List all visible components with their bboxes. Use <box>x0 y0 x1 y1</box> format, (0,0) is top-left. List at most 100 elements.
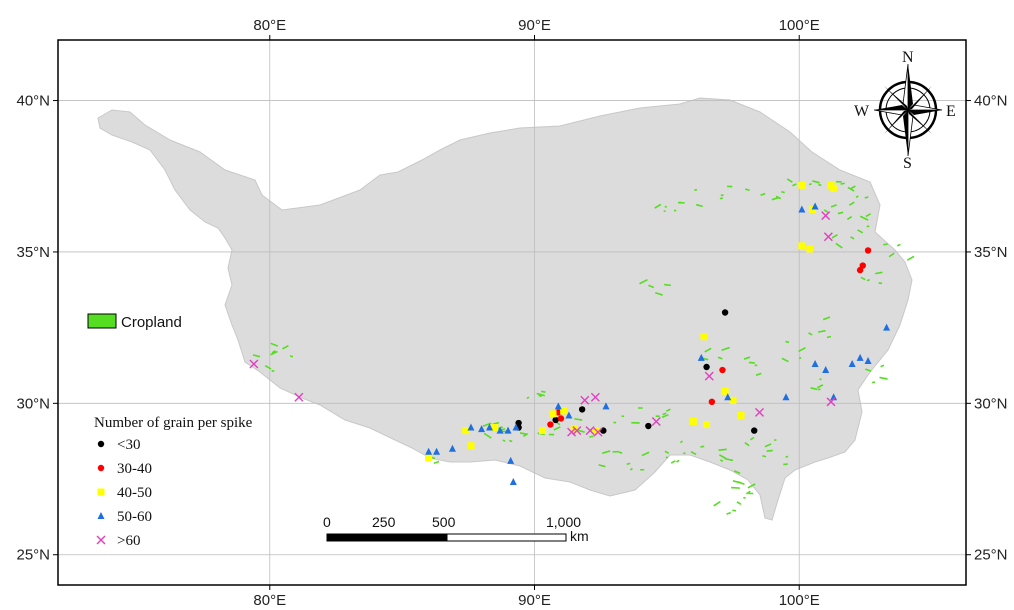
lon-label-bottom-1: 90°E <box>518 592 551 609</box>
point-circle-1-7 <box>864 247 872 254</box>
cropland-patch-94 <box>727 185 733 188</box>
cropland-patch-115 <box>798 356 802 360</box>
cropland-patch-67 <box>812 180 820 184</box>
cropland-patch-143 <box>536 392 545 397</box>
point-triangle-3-8 <box>512 423 520 431</box>
compass-e-label: E <box>946 103 956 120</box>
point-triangle-3-6 <box>496 426 504 434</box>
cropland-patch-31 <box>626 462 631 466</box>
point-square-2-14 <box>737 411 745 419</box>
cropland-patch-22 <box>580 418 583 421</box>
grain-legend: Number of grain per spike <30 30-40 40-50 5… <box>94 415 253 549</box>
point-square-2-1 <box>462 427 470 435</box>
cropland-patch-42 <box>718 448 727 451</box>
cropland-patch-98 <box>760 192 766 196</box>
cropland-patch-77 <box>848 201 855 206</box>
cropland-patch-19 <box>574 417 582 421</box>
cropland-patch-35 <box>664 450 670 455</box>
cropland-patch-80 <box>865 213 872 218</box>
axis-ticks: 80°E 80°E 90°E 90°E 100°E 100°E 40°N 40°N 35°N 35… <box>16 17 1007 609</box>
point-circle-0-5 <box>645 422 652 430</box>
cropland-patch-97 <box>775 195 782 200</box>
cropland-patch-66 <box>792 183 797 187</box>
cropland-patch-123 <box>880 364 885 368</box>
cropland-patch-152 <box>878 282 883 285</box>
point-triangle-3-15 <box>724 393 732 401</box>
cropland-patch-117 <box>817 384 824 389</box>
cropland-patch-119 <box>810 387 818 391</box>
point-triangle-3-23 <box>856 353 864 361</box>
compass-n-label: N <box>902 49 914 66</box>
cropland-patch-90 <box>679 201 685 204</box>
cropland-patch-147 <box>264 364 272 370</box>
point-x-4-9 <box>704 371 714 381</box>
cropland-patch-103 <box>664 205 668 208</box>
cropland-patch-60 <box>713 500 721 507</box>
scale-label-1000: 1,000 <box>546 514 581 530</box>
point-triangle-3-1 <box>433 447 441 455</box>
cropland-patch-92 <box>719 197 724 200</box>
point-circle-1-6 <box>859 262 866 269</box>
point-triangle-3-10 <box>509 478 517 486</box>
cropland-patch-32 <box>676 459 680 463</box>
cropland-patch-33 <box>670 460 676 464</box>
point-x-4-4 <box>580 395 590 405</box>
compass-s-label: S <box>903 155 912 172</box>
lat-label-right-2: 30°N <box>974 395 1008 412</box>
cropland-patch-154 <box>875 271 883 275</box>
cropland-patch-125 <box>808 332 813 336</box>
cropland-patch-111 <box>743 356 751 360</box>
graticule <box>58 40 966 585</box>
point-triangle-3-22 <box>848 359 856 367</box>
cropland-patch-105 <box>721 346 730 351</box>
cropland-patch-145 <box>271 369 275 372</box>
point-x-4-0 <box>249 359 259 369</box>
lat-label-right-3: 25°N <box>974 547 1008 564</box>
cropland-patch-131 <box>639 279 648 285</box>
point-x-4-11 <box>821 211 831 221</box>
point-x-4-10 <box>755 407 765 417</box>
point-square-2-6 <box>560 407 568 415</box>
point-x-4-12 <box>823 232 833 242</box>
cropland-patch-144 <box>252 354 261 358</box>
cropland-patch-30 <box>640 468 645 471</box>
cropland-patch-120 <box>879 376 888 380</box>
cropland-patch-148 <box>270 350 278 356</box>
legend-marker-4 <box>96 535 106 545</box>
point-x-4-13 <box>826 397 836 407</box>
cropland-patch-88 <box>695 203 703 208</box>
point-circle-0-0 <box>515 419 522 427</box>
cropland-patch-51 <box>774 439 777 441</box>
point-triangle-3-20 <box>822 366 830 374</box>
cropland-legend: Cropland <box>87 313 182 331</box>
point-triangle-3-17 <box>798 205 806 213</box>
cropland-patch-87 <box>850 236 855 240</box>
point-square-2-19 <box>830 184 838 192</box>
point-triangle-3-5 <box>485 423 493 431</box>
cropland-patch-138 <box>637 407 643 409</box>
cropland-patch-63 <box>736 501 742 505</box>
lat-label-right-1: 35°N <box>974 244 1008 261</box>
cropland-patch-58 <box>747 483 756 489</box>
cropland-patch-102 <box>674 209 677 212</box>
cropland-patch-17 <box>553 426 561 431</box>
scale-bar-segment-2 <box>446 533 567 542</box>
legend-marker-2 <box>97 488 105 496</box>
cropland-patch-157 <box>883 243 888 246</box>
point-triangle-3-0 <box>425 447 433 455</box>
point-square-2-15 <box>798 181 806 189</box>
cropland-patch-38 <box>683 452 686 455</box>
cropland-patch-47 <box>732 480 741 484</box>
point-triangle-3-7 <box>504 426 512 434</box>
cropland-legend-swatch <box>87 313 117 329</box>
legend-title: Number of grain per spike <box>94 415 253 431</box>
cropland-patches <box>252 178 915 515</box>
lon-label-bottom-0: 80°E <box>253 592 286 609</box>
point-square-2-16 <box>798 242 806 250</box>
cropland-patch-29 <box>641 451 650 457</box>
cropland-patch-126 <box>826 335 832 339</box>
cropland-patch-84 <box>835 242 843 249</box>
cropland-patch-93 <box>720 194 724 197</box>
legend-marker-1 <box>97 464 105 472</box>
